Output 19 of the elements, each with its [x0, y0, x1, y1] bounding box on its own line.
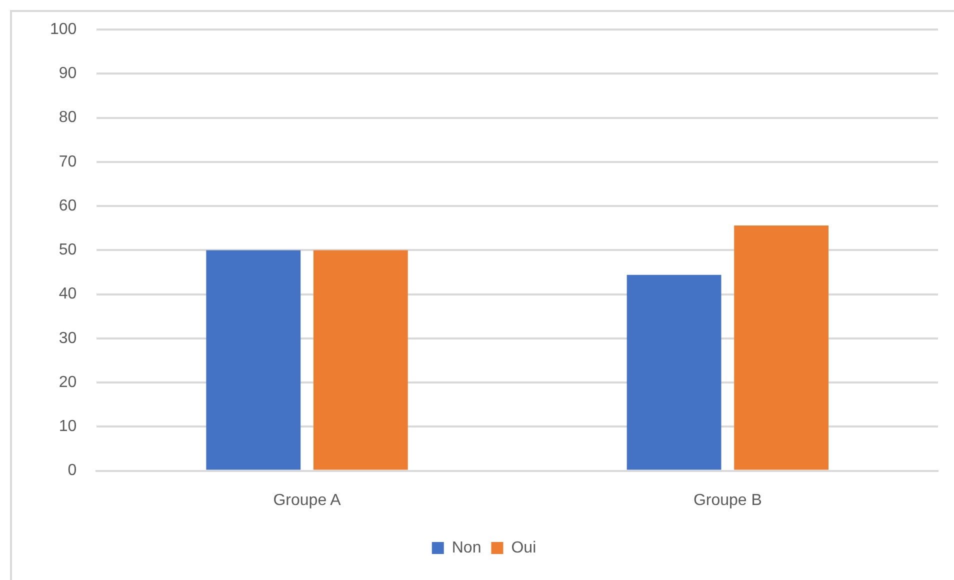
y-tick-label: 20: [58, 374, 77, 391]
y-tick-label: 50: [58, 242, 77, 259]
y-tick-label: 30: [58, 330, 77, 347]
bar: [313, 250, 408, 470]
y-tick-label: 70: [58, 153, 77, 170]
y-tick-label: 100: [50, 21, 77, 38]
legend-label: Non: [452, 539, 482, 556]
x-tick-label: Groupe A: [273, 492, 342, 509]
y-tick-label: 60: [58, 197, 77, 214]
bar: [206, 250, 301, 470]
y-tick-label: 0: [68, 462, 77, 480]
y-tick-label: 80: [58, 109, 77, 126]
x-tick-label: Groupe B: [693, 492, 762, 509]
legend-label: Oui: [511, 539, 536, 556]
y-tick-label: 10: [58, 418, 77, 436]
y-tick-label: 90: [58, 65, 77, 82]
bar: [734, 225, 829, 470]
bar: [626, 274, 722, 470]
y-tick-label: 40: [58, 286, 77, 303]
